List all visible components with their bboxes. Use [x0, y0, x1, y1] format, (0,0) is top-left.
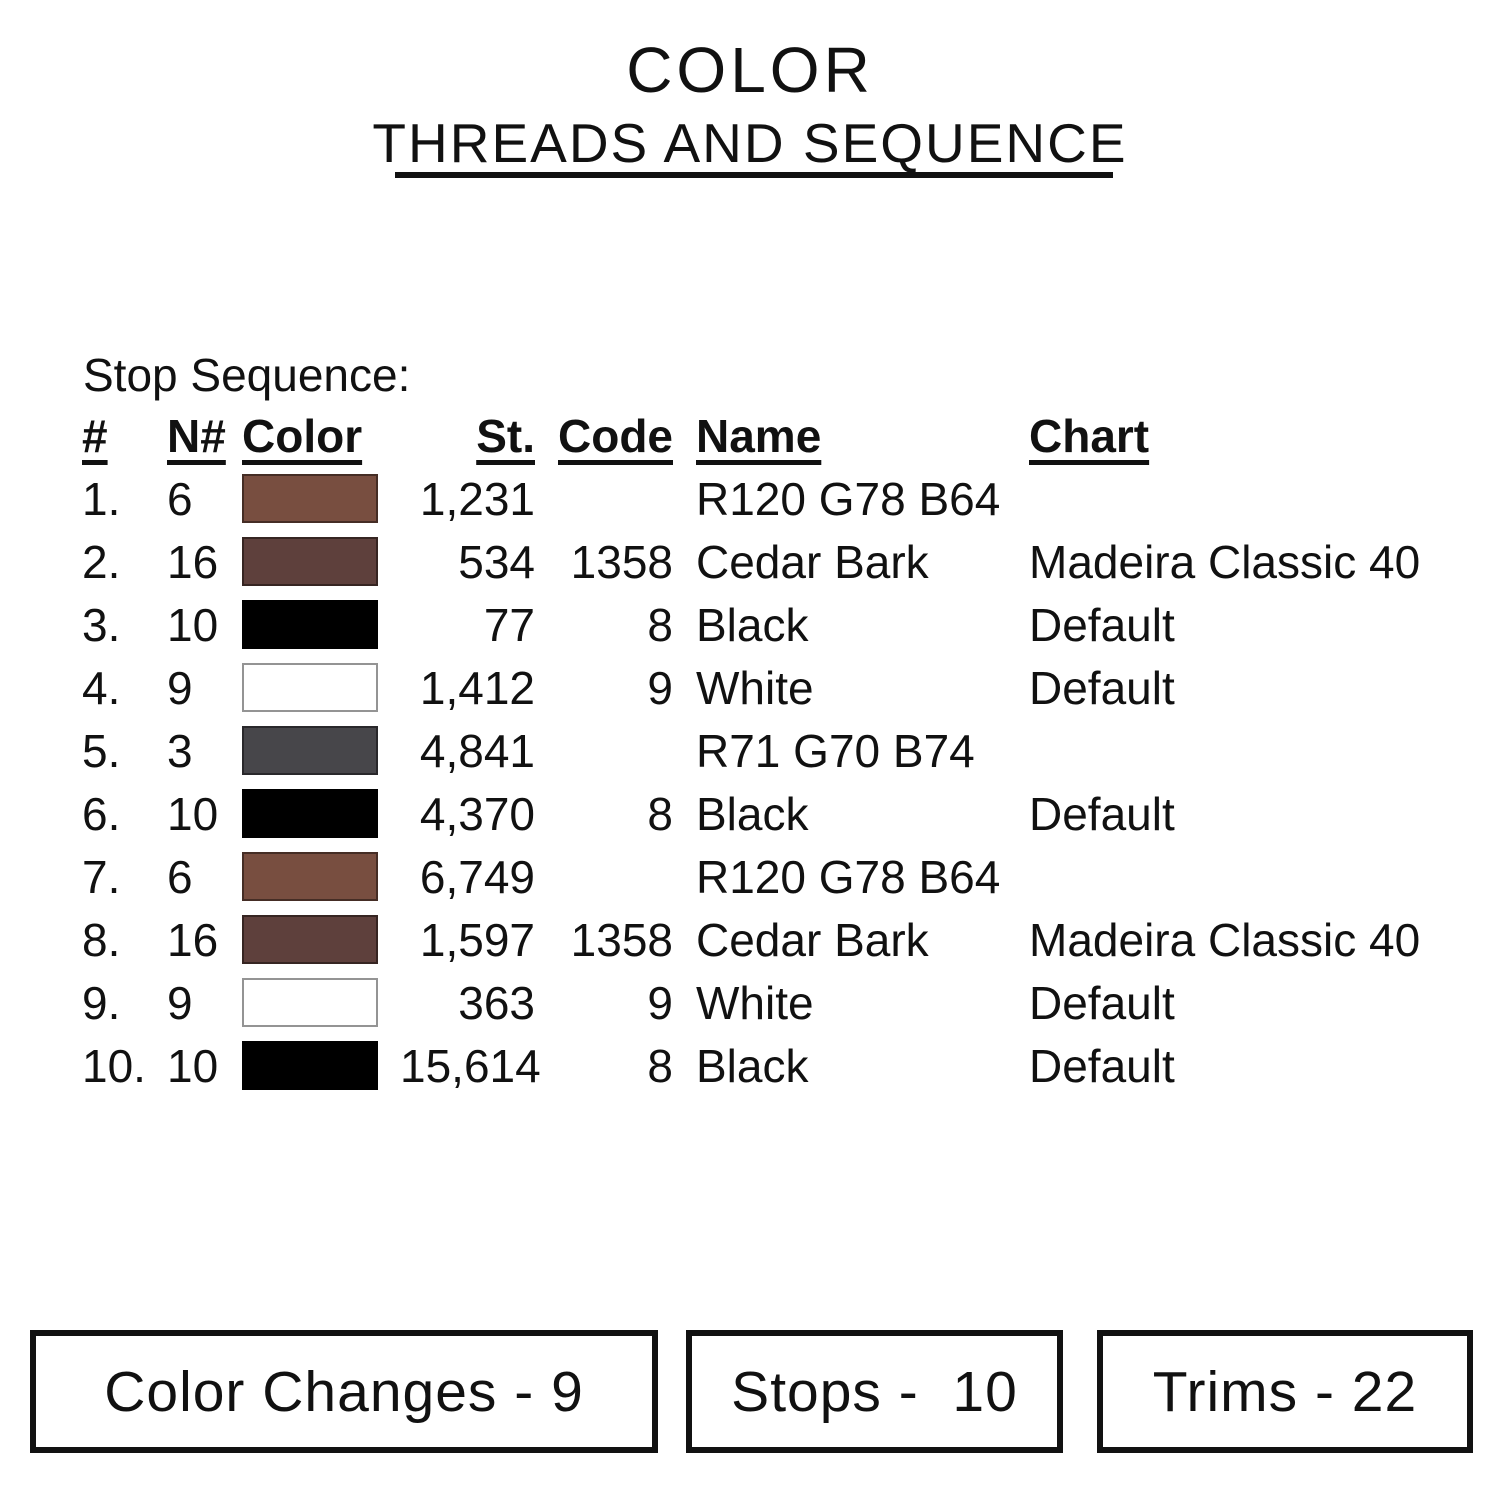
- row-needle: 6: [167, 472, 193, 525]
- row-needle: 16: [167, 535, 219, 588]
- row-stitch-count: 4,841: [419, 724, 535, 777]
- row-number: 2.: [82, 535, 121, 588]
- row-stitch-count: 1,231: [419, 472, 535, 525]
- row-needle: 6: [167, 850, 193, 903]
- row-thread-name: Black: [696, 598, 809, 651]
- table-row: 8. 16 1,597 1358 Cedar Bark Madeira Clas…: [82, 908, 1472, 971]
- row-number: 10.: [82, 1039, 146, 1092]
- table-row: 5. 3 4,841 R71 G70 B74: [82, 719, 1472, 782]
- thread-table: # N# Color St. Code Name Chart 1. 6 1,23…: [82, 404, 1472, 1097]
- page-title: COLOR: [626, 34, 874, 106]
- stops-box: Stops - 10: [686, 1330, 1063, 1453]
- color-swatch: [242, 663, 378, 712]
- row-number: 1.: [82, 472, 121, 525]
- row-thread-name: Black: [696, 787, 809, 840]
- row-needle: 3: [167, 724, 193, 777]
- row-number: 5.: [82, 724, 121, 777]
- color-swatch: [242, 537, 378, 586]
- row-code: 8: [647, 787, 673, 840]
- row-needle: 16: [167, 913, 219, 966]
- row-number: 8.: [82, 913, 121, 966]
- table-row: 4. 9 1,412 9 White Default: [82, 656, 1472, 719]
- thread-table-header: # N# Color St. Code Name Chart: [82, 404, 1472, 467]
- row-number: 4.: [82, 661, 121, 714]
- row-chart: Default: [1029, 661, 1175, 714]
- color-swatch: [242, 600, 378, 649]
- row-number: 7.: [82, 850, 121, 903]
- row-thread-name: Cedar Bark: [696, 535, 929, 588]
- title-underline-rule: [395, 172, 1113, 178]
- table-row: 7. 6 6,749 R120 G78 B64: [82, 845, 1472, 908]
- header-needle: N#: [167, 409, 226, 462]
- header-number: #: [82, 409, 108, 462]
- row-number: 9.: [82, 976, 121, 1029]
- row-chart: Default: [1029, 1039, 1175, 1092]
- row-thread-name: R120 G78 B64: [696, 472, 1001, 525]
- row-stitch-count: 4,370: [419, 787, 535, 840]
- row-stitch-count: 1,412: [419, 661, 535, 714]
- row-chart: Default: [1029, 598, 1175, 651]
- table-row: 2. 16 534 1358 Cedar Bark Madeira Classi…: [82, 530, 1472, 593]
- row-code: 1358: [570, 535, 673, 588]
- color-swatch: [242, 474, 378, 523]
- stops-label: Stops - 10: [731, 1359, 1018, 1424]
- row-code: 1358: [570, 913, 673, 966]
- table-row: 3. 10 77 8 Black Default: [82, 593, 1472, 656]
- header-name: Name: [696, 409, 822, 462]
- color-swatch: [242, 915, 378, 964]
- row-needle: 10: [167, 787, 219, 840]
- row-code: 8: [647, 1039, 673, 1092]
- row-thread-name: Black: [696, 1039, 809, 1092]
- table-row: 6. 10 4,370 8 Black Default: [82, 782, 1472, 845]
- row-stitch-count: 15,614: [400, 1039, 541, 1092]
- row-chart: Default: [1029, 976, 1175, 1029]
- row-stitch-count: 363: [458, 976, 535, 1029]
- row-thread-name: White: [696, 976, 814, 1029]
- header-code: Code: [558, 409, 673, 462]
- row-stitch-count: 1,597: [419, 913, 535, 966]
- row-code: 9: [647, 661, 673, 714]
- row-chart: Default: [1029, 787, 1175, 840]
- row-thread-name: R120 G78 B64: [696, 850, 1001, 903]
- color-changes-label: Color Changes - 9: [104, 1359, 584, 1424]
- row-stitch-count: 77: [483, 598, 535, 651]
- row-thread-name: R71 G70 B74: [696, 724, 975, 777]
- thread-table-body: 1. 6 1,231 R120 G78 B64 2. 16 534 1358 C…: [82, 467, 1472, 1097]
- color-swatch: [242, 726, 378, 775]
- color-changes-box: Color Changes - 9: [30, 1330, 658, 1453]
- row-needle: 9: [167, 661, 193, 714]
- table-row: 1. 6 1,231 R120 G78 B64: [82, 467, 1472, 530]
- color-swatch: [242, 852, 378, 901]
- row-needle: 10: [167, 598, 219, 651]
- row-number: 6.: [82, 787, 121, 840]
- color-swatch: [242, 978, 378, 1027]
- header-stitches: St.: [476, 409, 535, 462]
- trims-box: Trims - 22: [1097, 1330, 1473, 1453]
- title-block: COLOR THREADS AND SEQUENCE: [0, 38, 1500, 171]
- color-swatch: [242, 789, 378, 838]
- row-needle: 10: [167, 1039, 219, 1092]
- header-color: Color: [242, 409, 363, 462]
- stop-sequence-label: Stop Sequence:: [83, 349, 411, 401]
- color-swatch: [242, 1041, 378, 1090]
- table-row: 9. 9 363 9 White Default: [82, 971, 1472, 1034]
- row-chart: Madeira Classic 40: [1029, 535, 1421, 588]
- row-chart: Madeira Classic 40: [1029, 913, 1421, 966]
- page-subtitle: THREADS AND SEQUENCE: [372, 112, 1128, 174]
- row-number: 3.: [82, 598, 121, 651]
- row-code: 8: [647, 598, 673, 651]
- row-code: 9: [647, 976, 673, 1029]
- row-needle: 9: [167, 976, 193, 1029]
- row-stitch-count: 534: [458, 535, 535, 588]
- header-chart: Chart: [1029, 409, 1150, 462]
- trims-label: Trims - 22: [1152, 1359, 1418, 1424]
- row-stitch-count: 6,749: [419, 850, 535, 903]
- row-thread-name: White: [696, 661, 814, 714]
- table-row: 10. 10 15,614 8 Black Default: [82, 1034, 1472, 1097]
- row-thread-name: Cedar Bark: [696, 913, 929, 966]
